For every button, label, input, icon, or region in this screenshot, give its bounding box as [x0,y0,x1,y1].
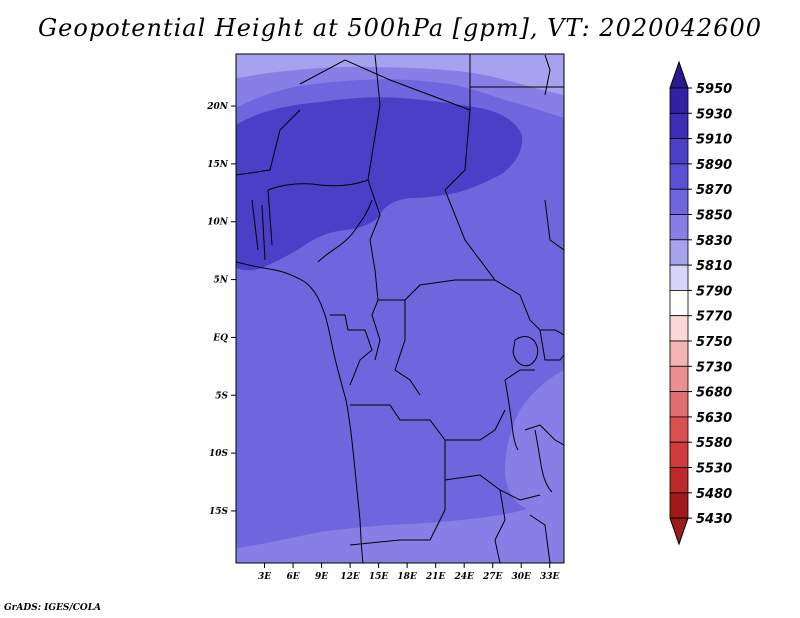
border-10 [330,314,373,386]
x-tick-label: 12E [340,572,360,582]
colorbar-label: 5530 [696,462,732,477]
border-7 [251,189,273,261]
colorbar-label: 5770 [696,310,732,325]
colorbar-label: 5790 [696,284,732,299]
colorbar-label: 5730 [696,360,732,375]
x-tick-label: 9E [315,572,328,582]
colorbar-swatch [669,492,689,519]
x-tick-label: 15E [369,572,389,582]
colorbar-swatch [669,138,689,165]
colorbar-label: 5810 [696,259,732,274]
colorbar-label: 5950 [696,82,732,97]
border-6 [267,179,369,191]
colorbar-swatch [669,239,689,266]
border-17 [539,329,564,361]
colorbar-label: 5430 [696,512,732,527]
border-5 [236,109,301,176]
map-title: Geopotential Height at 500hPa [gpm], VT:… [38,14,762,42]
colorbar-label: 5850 [696,209,732,224]
x-tick-label: 27E [482,572,503,582]
colorbar-swatch [669,87,689,114]
border-1 [299,59,471,111]
colorbar-top-arrow [669,60,689,89]
y-tick-label: 5N [214,276,229,286]
colorbar-swatch [669,467,689,494]
colorbar-label: 5890 [696,158,732,173]
colorbar-label: 5750 [696,335,732,350]
field-5850-south-region [236,498,564,563]
x-tick-label: 33E [540,572,560,582]
country-borders [236,54,564,563]
y-tick-label: EQ [212,333,228,343]
y-tick-label: 15N [207,160,229,170]
colorbar: 5950 5930 5910 5890 5870 5850 5830 5810 5790 5770… [669,60,732,546]
colorbar-label: 5830 [696,234,732,249]
border-12 [394,300,421,396]
x-tick-label: 6E [286,572,299,582]
colorbar-label: 5580 [696,436,732,451]
x-tick-label: 30E [512,572,532,582]
geopotential-field [236,54,564,563]
colorbar-label: 5480 [696,487,732,502]
border-22 [544,199,564,251]
colorbar-label: 5870 [696,183,732,198]
colorbar-swatch [669,188,689,215]
colorbar-swatch [669,365,689,392]
y-tick-label: 5S [215,391,228,401]
colorbar-swatch [669,112,689,140]
lake-tanganyika [504,379,519,451]
colorbar-label: 5630 [696,411,732,426]
field-5870-region [236,97,523,271]
y-tick-label: 10N [207,218,229,228]
map-frame [235,53,565,564]
border-23 [544,54,551,96]
border-20 [529,514,551,563]
colorbar-label: 5680 [696,386,732,401]
x-tick-label: 18E [397,572,417,582]
y-tick-label: 10S [209,449,229,459]
y-tick-label: 15S [209,507,229,517]
coastline [236,261,364,563]
colorbar-swatch [669,315,689,342]
field-5810-region [236,54,564,95]
colorbar-swatch [669,340,689,367]
border-18 [504,369,535,381]
x-tick-label: 3E [258,572,271,582]
x-tick-label: 24E [453,572,474,582]
colorbar-swatch [669,289,689,317]
colorbar-swatch [669,264,689,291]
border-14 [349,440,446,546]
colorbar-label: 5930 [696,107,732,122]
colorbar-swatch [669,416,689,443]
colorbar-swatch [669,214,689,241]
lake-victoria-shore [512,336,539,367]
border-21 [494,489,506,563]
border-19 [524,424,564,446]
border-13 [350,404,506,441]
field-5850-southeast-region [505,370,564,511]
border-8 [317,199,373,263]
grads-credit: GrADS: IGES/COLA [4,603,102,613]
lake-malawi [534,429,553,493]
colorbar-bottom-arrow [669,517,689,546]
colorbar-label: 5910 [696,133,732,148]
y-axis-ticks: 20N 15N 10N 5N EQ 5S 10S 15S [206,102,236,517]
colorbar-swatch [669,391,689,418]
y-tick-label: 20N [206,102,229,112]
border-11 [371,299,381,361]
x-axis-ticks: 3E 6E 9E 12E 15E 18E 21E 24E 27E 30E 33E [258,563,560,582]
colorbar-swatch [669,441,689,468]
colorbar-swatch [669,163,689,190]
x-tick-label: 21E [425,572,446,582]
